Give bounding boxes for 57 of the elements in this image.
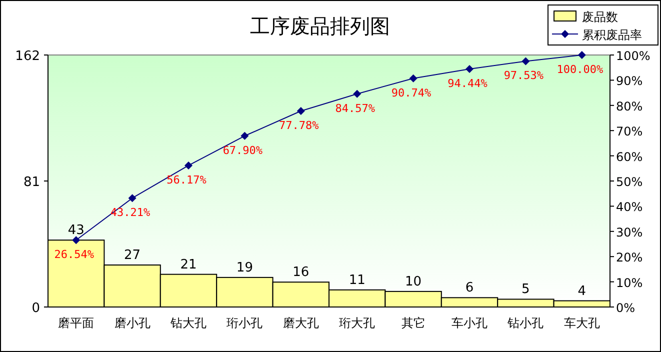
data-label: 19 <box>236 260 253 276</box>
data-label: 77.78% <box>279 118 320 132</box>
legend-label: 废品数 <box>582 10 618 24</box>
data-label: 100.00% <box>556 63 604 76</box>
point <box>353 90 362 98</box>
y-tick-label: 0 <box>32 301 40 316</box>
data-label: 5 <box>522 282 530 298</box>
data-label: 6 <box>465 280 474 296</box>
data-label: 21 <box>180 257 197 272</box>
x-tick-label: 磨小孔 <box>114 316 150 330</box>
y2-tick-label: 0% <box>616 301 636 315</box>
y2-tick-label: 90% <box>616 74 643 88</box>
chart-title: 工序废品排列图 <box>250 14 390 38</box>
y-tick-label: 81 <box>23 175 40 190</box>
y2-tick-label: 80% <box>616 99 643 114</box>
point <box>128 194 136 202</box>
data-label: 84.57% <box>335 102 376 115</box>
data-label: 97.53% <box>504 69 544 82</box>
x-tick-label: 其它 <box>401 316 426 330</box>
data-label: 10 <box>405 274 422 290</box>
data-label: 67.90% <box>222 144 263 157</box>
data-label: 26.54% <box>54 248 94 262</box>
data-label: 43 <box>68 223 84 238</box>
data-label: 94.44% <box>448 77 488 90</box>
x-tick-label: 钻大孔 <box>170 316 206 330</box>
data-label: 4 <box>578 284 586 299</box>
x-tick-label: 珩大孔 <box>339 316 376 330</box>
y2-tick-label: 20% <box>616 250 643 265</box>
point <box>240 132 249 140</box>
data-label: 27 <box>124 248 141 263</box>
y2-tick-label: 70% <box>616 124 643 139</box>
x-tick-label: 珩小孔 <box>226 316 263 330</box>
data-label: 16 <box>292 265 310 280</box>
point <box>72 236 80 244</box>
y2-tick-label: 10% <box>616 276 643 290</box>
data-label: 11 <box>348 272 366 288</box>
point <box>296 106 305 115</box>
data-label: 56.17% <box>166 173 207 186</box>
x-tick-label: 车小孔 <box>452 316 488 330</box>
y2-tick-label: 60% <box>616 150 643 164</box>
x-tick-label: 钻小孔 <box>506 316 544 330</box>
y2-tick-label: 30% <box>616 225 643 240</box>
legend-label: 累积废品率 <box>582 28 642 42</box>
data-label: 43.21% <box>110 206 151 220</box>
point <box>184 161 192 170</box>
x-tick-label: 磨大孔 <box>282 316 319 330</box>
x-tick-label: 磨平面 <box>58 316 94 330</box>
y-tick-label: 162 <box>15 49 40 64</box>
point <box>466 65 474 74</box>
y2-tick-label: 100% <box>616 49 650 63</box>
point <box>409 74 418 82</box>
point <box>578 51 586 59</box>
y2-tick-label: 40% <box>616 200 643 214</box>
data-label: 90.74% <box>391 86 432 100</box>
point <box>522 57 530 66</box>
y2-tick-label: 50% <box>616 175 643 189</box>
x-tick-label: 车大孔 <box>564 316 600 330</box>
